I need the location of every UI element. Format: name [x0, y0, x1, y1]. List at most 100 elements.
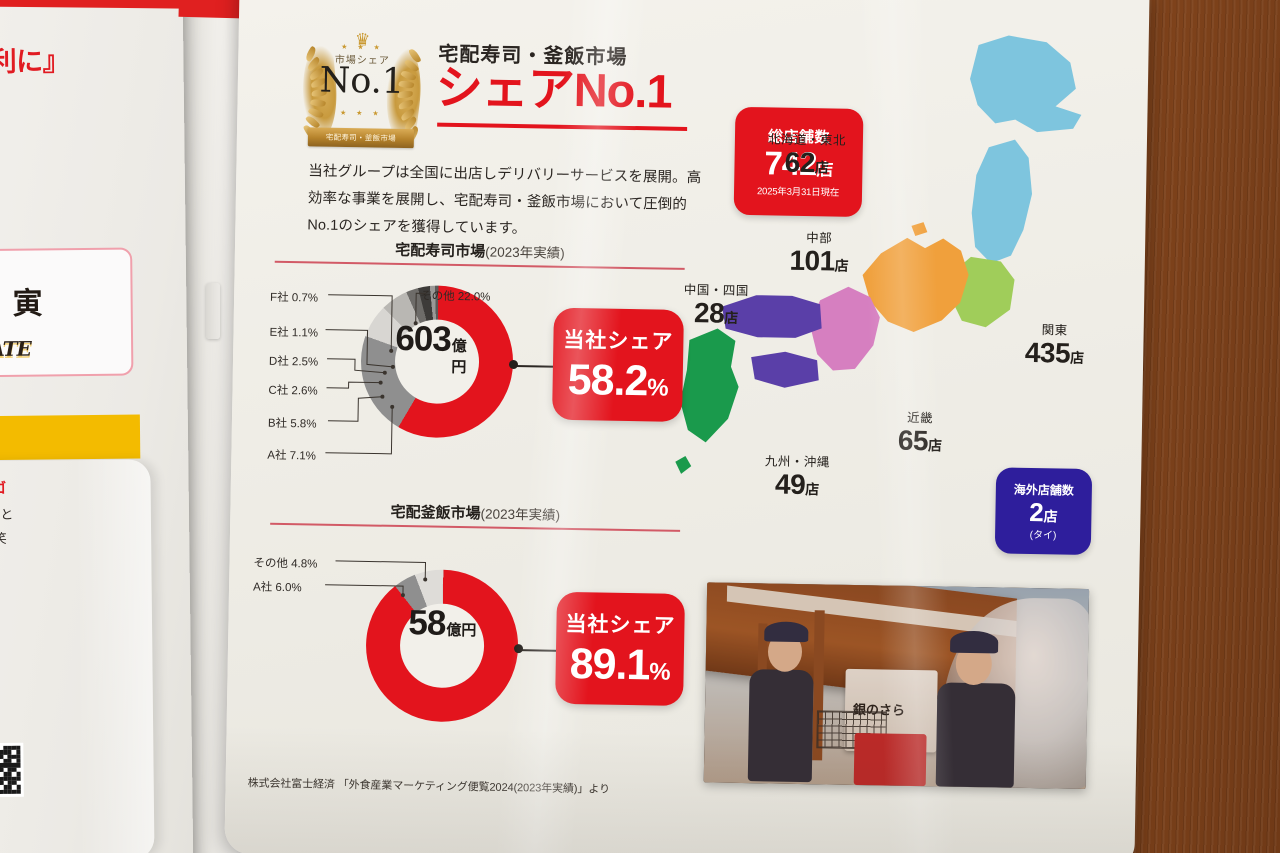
chart1-title-text: 宅配寿司市場 [395, 241, 486, 261]
map-label-kinki-value-row: 65店 [859, 424, 980, 458]
map-label-chubu-value: 101 [789, 244, 835, 277]
map-label-chugoku-shikoku-value: 28 [693, 296, 725, 329]
left-body-line-2: フに、にっこり笑 [0, 530, 7, 547]
map-label-kinki-unit: 店 [927, 436, 942, 454]
anniversary-heading: マの25周年ロゴ [0, 479, 7, 497]
emblem-ribbon: 宅配寿司・釜飯市場 [307, 127, 415, 149]
chart1-annotation-f: F社 0.7% [270, 291, 319, 305]
map-label-chubu: 中部 101店 [759, 231, 880, 278]
chart2-title: 宅配釜飯市場(2023年実績) [270, 499, 680, 527]
chart2-connector-line [519, 649, 561, 652]
chart1-subtitle-text: (2023年実績) [485, 244, 565, 261]
map-label-kanto: 関東 435店 [989, 323, 1120, 370]
no1-emblem: ♛ ★ ★ ★ 市場シェア No.1 ★ ★ ★ 宅配寿司・釜飯市場 [298, 30, 427, 152]
left-body-line-1: は、『銀のお皿』と [0, 506, 14, 523]
brand-logo-tora: 寅 [12, 286, 43, 322]
page-title: シェアNo.1 [435, 60, 673, 118]
left-page-headline: っと便利に』 ジネス [0, 41, 211, 121]
map-label-hokkaido-tohoku-value-row: 62店 [736, 146, 877, 180]
map-label-chubu-unit: 店 [834, 257, 849, 274]
left-page-yellow-band [0, 414, 141, 461]
map-label-chugoku-shikoku-unit: 店 [724, 309, 738, 326]
chart1-center-unit: 億円 [451, 337, 467, 377]
chart2-donut: 58 億円 [364, 568, 520, 724]
chart2-center-label: 58 億円 [399, 603, 485, 689]
map-label-kinki-value: 65 [897, 424, 929, 456]
chart1-connector-dot [508, 359, 519, 370]
chart1-annotation-a: A社 7.1% [267, 449, 317, 463]
anniversary-logo: 5 th [0, 630, 45, 727]
spine-clip [206, 283, 220, 339]
overseas-stores-value-row: 2店 [1028, 496, 1058, 527]
right-brochure-page: ♛ ★ ★ ★ 市場シェア No.1 ★ ★ ★ 宅配寿司・釜飯市場 宅配寿司・… [224, 0, 1150, 853]
chart1-annotation-other: その他 22.0% [420, 290, 491, 304]
left-body-line-3: いものが生み出 [0, 549, 138, 575]
title-underline [437, 122, 688, 131]
map-label-kyushu-okinawa-value-row: 49店 [727, 468, 868, 501]
chart2-share-unit: % [649, 657, 670, 686]
chart2-annotation-a: A社 6.0% [252, 581, 302, 595]
qr-code-icon [0, 742, 24, 798]
left-headline-line1: っと便利に』 [0, 46, 70, 78]
map-label-kanto-value: 435 [1024, 336, 1071, 369]
map-label-hokkaido-tohoku-value: 62 [784, 146, 816, 178]
chart1-annotation-c: C社 2.6% [268, 384, 318, 398]
map-region-kyushu [680, 328, 739, 443]
map-label-kinki: 近畿 65店 [859, 411, 980, 458]
chart1-center-value: 603 [395, 318, 452, 359]
chart2-annotation-other: その他 4.8% [253, 557, 318, 571]
overseas-stores-badge: 海外店舗数 2店 (タイ) [994, 467, 1093, 556]
chart2-share-box: 当社シェア 89.1% [555, 591, 685, 706]
chart2-connector-dot [513, 644, 524, 654]
brand-logo-row: ら 釜 宅配釜飯 寅 [0, 278, 133, 325]
map-label-chubu-value-row: 101店 [759, 245, 880, 278]
map-region-tohoku [971, 139, 1033, 264]
map-region-okinawa [675, 455, 692, 474]
left-page-body-text: は、『銀のお皿』と フに、にっこり笑 いものが生み出 笑顔をテーマに [0, 502, 139, 599]
emblem-no1-text: No.1 [319, 60, 405, 103]
overseas-stores-label: 海外店舗数 [1013, 482, 1074, 498]
map-region-sado [911, 222, 928, 236]
left-headline-line2: ジネス [0, 79, 211, 120]
delivery-staff-photo: 銀のさら [703, 582, 1090, 790]
chart1-share-unit: % [647, 373, 668, 402]
map-label-kanto-unit: 店 [1069, 349, 1084, 366]
overseas-stores-unit: 店 [1043, 507, 1058, 525]
chart1-center-label: 603 億円 [394, 318, 480, 405]
chart1-connector-line [514, 364, 557, 368]
chart1-annotation-e: E社 1.1% [269, 326, 319, 340]
brand-logo-dekitate: DEKITATE [0, 336, 31, 362]
chart2-center-unit: 億円 [446, 621, 477, 640]
map-region-chugoku [722, 295, 822, 338]
chart1-share-value: 58.2 [567, 355, 648, 405]
map-region-kinki [809, 286, 880, 371]
chart1-share-box: 当社シェア 58.2% [552, 307, 684, 422]
photo-warm-overlay [703, 582, 1090, 790]
japan-map-svg [675, 35, 1082, 474]
chart1-donut: 603 億円 [359, 284, 515, 439]
map-label-hokkaido-tohoku: 北海道・東北 62店 [736, 132, 877, 180]
overseas-stores-value: 2 [1028, 496, 1044, 527]
map-region-shikoku [751, 351, 819, 388]
left-page-subheading: 展開 [0, 211, 178, 238]
map-label-hokkaido-tohoku-unit: 店 [814, 158, 829, 176]
chart1-share-value-row: 58.2% [567, 355, 668, 406]
lead-paragraph: 当社グループは全国に出店しデリバリーサービスを展開。高効率な事業を展開し、宅配寿… [307, 163, 702, 238]
chart1-annotation-d: D社 2.5% [268, 355, 319, 369]
chart2-center-value: 58 [408, 603, 446, 643]
japan-map: 北海道・東北 62店 中部 101店 中国・四国 28店 関東 435店 近畿 … [670, 22, 1129, 530]
map-label-kanto-value-row: 435店 [989, 337, 1120, 370]
map-region-chubu [862, 237, 969, 332]
map-label-kyushu-okinawa-unit: 店 [805, 480, 819, 498]
map-label-kyushu-okinawa-value: 49 [774, 468, 806, 500]
left-body-line-4: 笑顔をテーマに [0, 572, 139, 598]
chart2-share-value: 89.1 [569, 639, 650, 689]
map-region-hokkaido [970, 35, 1082, 133]
chart2-share-label: 当社シェア [565, 612, 676, 638]
overseas-stores-note: (タイ) [1029, 530, 1057, 542]
chart1-share-label: 当社シェア [563, 328, 674, 354]
chart1-annotation-b: B社 5.8% [267, 417, 317, 431]
map-label-kyushu-okinawa: 九州・沖縄 49店 [727, 454, 868, 502]
emblem-stars-bottom: ★ ★ ★ [339, 109, 383, 118]
chart2-share-value-row: 89.1% [569, 639, 670, 690]
